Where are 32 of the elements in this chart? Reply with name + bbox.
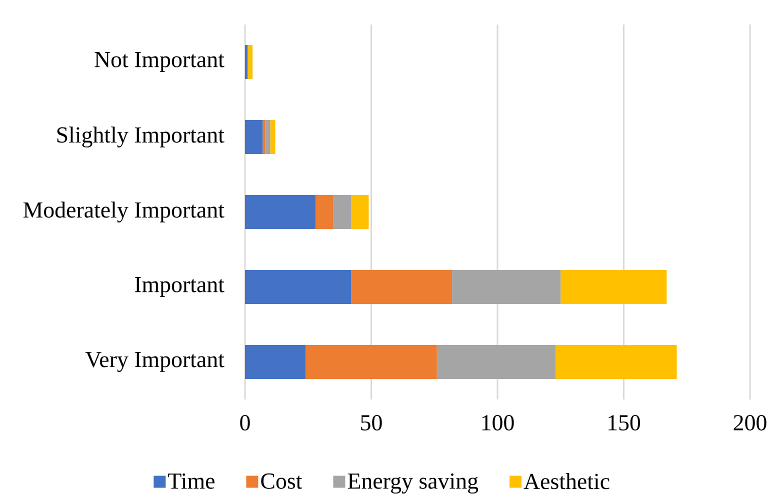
bar xyxy=(306,345,437,380)
bar xyxy=(351,195,369,230)
bar xyxy=(436,345,556,380)
legend-label: Time xyxy=(168,473,214,489)
legend-label: Cost xyxy=(261,473,302,489)
y-tick-label: Moderately Important xyxy=(23,202,224,222)
bar xyxy=(245,195,316,230)
y-tick-label: Very Important xyxy=(85,352,224,372)
legend-label: Aesthetic xyxy=(524,473,610,490)
bar xyxy=(245,345,306,380)
x-tick-label: 100 xyxy=(482,415,514,430)
y-tick-label: Not Important xyxy=(94,52,224,72)
y-tick-label: Important xyxy=(134,277,224,297)
x-tick-label: 200 xyxy=(734,415,766,430)
bar xyxy=(333,195,352,230)
bar xyxy=(452,270,561,304)
bar xyxy=(245,270,352,304)
bar xyxy=(262,120,266,154)
bar xyxy=(316,195,334,230)
bar xyxy=(556,345,677,380)
bar xyxy=(245,45,248,80)
x-tick-label: 150 xyxy=(608,415,640,430)
y-tick-label: Slightly Important xyxy=(57,126,224,148)
x-tick-label: 50 xyxy=(361,415,382,430)
bar xyxy=(351,270,452,304)
bar xyxy=(270,120,276,154)
bar xyxy=(245,120,263,154)
bar xyxy=(560,270,667,304)
x-tick-label: 0 xyxy=(240,415,250,430)
legend-label: Energy saving xyxy=(348,473,478,494)
bar xyxy=(248,45,253,80)
bar xyxy=(265,120,270,154)
